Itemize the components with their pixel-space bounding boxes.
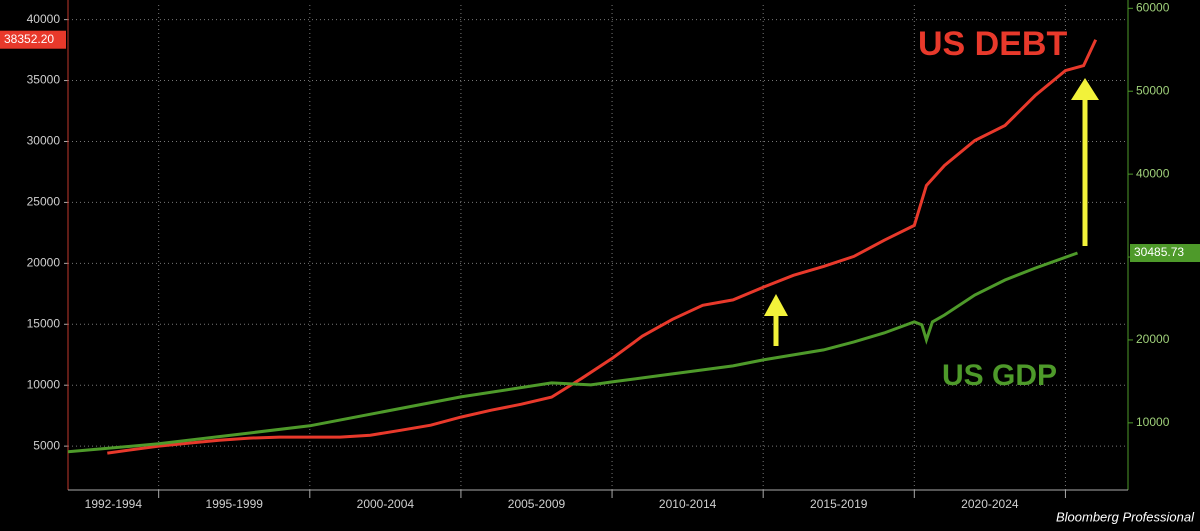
- x-tick-label: 1995-1999: [206, 497, 264, 511]
- source: Bloomberg Professional: [1056, 509, 1195, 524]
- y-tick-label: 40000: [27, 12, 61, 26]
- last-value-text: 30485.73: [1134, 245, 1184, 259]
- x-tick-label: 2010-2014: [659, 497, 717, 511]
- y2-tick-label: 50000: [1136, 83, 1170, 97]
- x-tick-label: 1992-1994: [85, 497, 143, 511]
- arrow: [1071, 78, 1099, 246]
- x-tick-label: 2000-2004: [357, 497, 415, 511]
- y-tick-label: 25000: [27, 195, 61, 209]
- x-tick-label: 2020-2024: [961, 497, 1019, 511]
- y2-tick-label: 40000: [1136, 166, 1170, 180]
- label-box: [1130, 244, 1200, 263]
- last-value-label: 30485.73: [1130, 244, 1200, 263]
- y-tick-label: 30000: [27, 134, 61, 148]
- x-tick-label: 2015-2019: [810, 497, 868, 511]
- arrow: [764, 294, 788, 346]
- last-value-label: 38352.20: [0, 30, 66, 49]
- label-box: [0, 30, 66, 49]
- annotation: US GDP: [942, 359, 1057, 392]
- y-tick-label: 5000: [33, 438, 60, 452]
- y-tick-label: 10000: [27, 377, 61, 391]
- x-tick-label: 2005-2009: [508, 497, 566, 511]
- y-tick-label: 20000: [27, 256, 61, 270]
- y2-tick-label: 60000: [1136, 0, 1170, 14]
- y2-tick-label: 10000: [1136, 415, 1170, 429]
- last-value-text: 38352.20: [4, 32, 54, 46]
- annotation: US DEBT: [918, 25, 1067, 63]
- line-series: [67, 251, 1079, 454]
- y-tick-label: 35000: [27, 73, 61, 87]
- line-series: [107, 39, 1098, 455]
- y2-tick-label: 20000: [1136, 332, 1170, 346]
- y-tick-label: 15000: [27, 316, 61, 330]
